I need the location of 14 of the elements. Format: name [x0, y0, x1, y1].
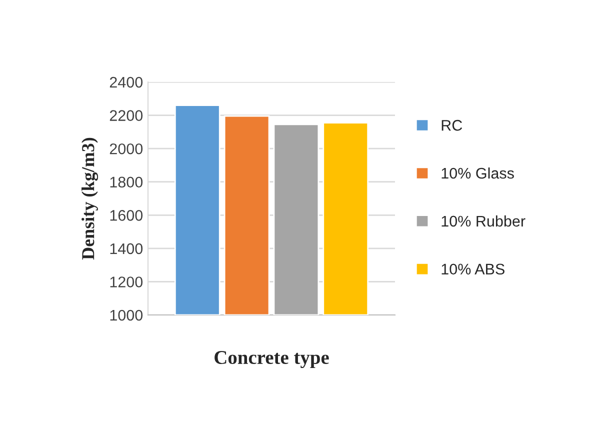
- y-tick-label: 2400: [110, 76, 143, 88]
- y-tick-label: 1400: [110, 243, 143, 254]
- y-tick-label: 2200: [110, 110, 143, 121]
- x-axis-title: Concrete type: [214, 350, 329, 368]
- y-tick-label: 1800: [110, 176, 143, 188]
- legend-label: RC: [442, 120, 462, 131]
- y-tick-label: 1600: [110, 210, 143, 221]
- legend-label: 10% Glass: [442, 167, 514, 179]
- y-tick-label: 2000: [110, 143, 143, 154]
- y-axis-title: Density (kg/m3): [82, 138, 98, 260]
- legend-label: 10% Rubber: [442, 215, 526, 227]
- y-tick-label: 1200: [110, 276, 143, 288]
- legend-label: 10% ABS: [442, 264, 504, 275]
- y-tick-label: 1000: [110, 310, 143, 321]
